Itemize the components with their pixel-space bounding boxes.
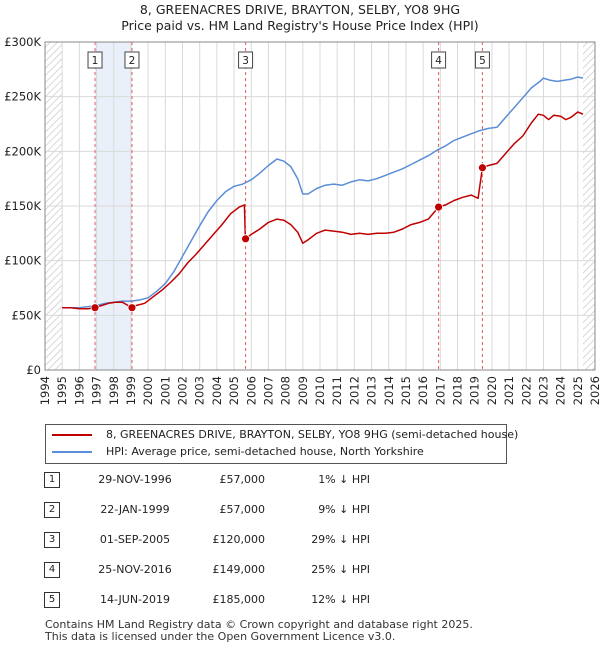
legend-swatch-hpi bbox=[52, 451, 92, 453]
x-tick-label: 2010 bbox=[313, 376, 327, 405]
sale-hpi-diff: 12% ↓ HPI bbox=[311, 593, 370, 606]
x-tick-label: 1999 bbox=[124, 376, 138, 405]
sale-label-box bbox=[238, 51, 254, 69]
x-tick-label: 2018 bbox=[451, 376, 465, 405]
y-tick-label: £200K bbox=[4, 144, 41, 158]
y-tick-label: £250K bbox=[4, 90, 41, 104]
x-tick-label: 2024 bbox=[554, 376, 568, 405]
y-tick-label: £50K bbox=[12, 308, 42, 322]
legend-label-property: 8, GREENACRES DRIVE, BRAYTON, SELBY, YO8… bbox=[106, 428, 519, 441]
attribution-line: This data is licensed under the Open Gov… bbox=[45, 630, 396, 643]
sale-row: 5 14-JUN-2019 £185,000 12% ↓ HPI bbox=[40, 590, 440, 610]
x-tick-label: 2014 bbox=[382, 376, 396, 405]
x-tick-label: 2006 bbox=[244, 376, 258, 405]
x-tick-label: 2020 bbox=[485, 376, 499, 405]
legend-entry-property: 8, GREENACRES DRIVE, BRAYTON, SELBY, YO8… bbox=[52, 427, 518, 443]
x-tick-label: 2012 bbox=[347, 376, 361, 405]
sale-label: 2 bbox=[129, 55, 136, 67]
x-tick-label: 2021 bbox=[502, 376, 516, 405]
sale-date: 14-JUN-2019 bbox=[99, 593, 171, 606]
plot-frame bbox=[44, 41, 596, 371]
sale-label-box bbox=[124, 51, 140, 69]
x-tick-label: 2025 bbox=[571, 376, 585, 405]
y-tick-label: £300K bbox=[4, 35, 41, 49]
sale-number: 1 bbox=[44, 472, 60, 488]
sale-number: 2 bbox=[44, 502, 60, 518]
y-tick-label: £150K bbox=[4, 199, 41, 213]
x-tick-label: 1996 bbox=[72, 376, 86, 405]
sale-point bbox=[478, 163, 487, 173]
x-tick-label: 2011 bbox=[330, 376, 344, 405]
x-tick-label: 2007 bbox=[261, 376, 275, 405]
sale-row: 3 01-SEP-2005 £120,000 29% ↓ HPI bbox=[40, 530, 440, 550]
hpi-line bbox=[62, 76, 584, 309]
x-tick-label: 2026 bbox=[588, 376, 600, 405]
x-tick-label: 1995 bbox=[55, 376, 69, 405]
sale-number: 3 bbox=[44, 532, 60, 548]
x-tick-label: 2008 bbox=[279, 376, 293, 405]
sale-price: £57,000 bbox=[219, 503, 266, 516]
x-tick-label: 2019 bbox=[468, 376, 482, 405]
x-tick-label: 1994 bbox=[38, 376, 52, 405]
sale-label-box bbox=[87, 51, 103, 69]
legend-label-hpi: HPI: Average price, semi-detached house,… bbox=[106, 445, 424, 458]
x-tick-label: 2017 bbox=[433, 376, 447, 405]
sale-label: 5 bbox=[479, 55, 486, 67]
sale-hpi-diff: 25% ↓ HPI bbox=[311, 563, 370, 576]
x-tick-label: 1998 bbox=[107, 376, 121, 405]
chart-title: 8, GREENACRES DRIVE, BRAYTON, SELBY, YO8… bbox=[139, 2, 461, 17]
sale-hpi-diff: 29% ↓ HPI bbox=[311, 533, 370, 546]
sale-date: 01-SEP-2005 bbox=[99, 533, 171, 546]
sale-number: 5 bbox=[44, 592, 60, 608]
x-tick-label: 2022 bbox=[519, 376, 533, 405]
sale-label-box bbox=[474, 51, 490, 69]
sale-label-box bbox=[431, 51, 447, 69]
x-tick-label: 2013 bbox=[365, 376, 379, 405]
sale-hpi-diff: 1% ↓ HPI bbox=[318, 473, 370, 486]
attribution: Contains HM Land Registry data © Crown c… bbox=[45, 619, 473, 643]
x-tick-label: 2004 bbox=[210, 376, 224, 405]
x-tick-label: 2009 bbox=[296, 376, 310, 405]
sale-price: £120,000 bbox=[212, 533, 266, 546]
sale-price: £185,000 bbox=[212, 593, 266, 606]
sale-row: 2 22-JAN-1999 £57,000 9% ↓ HPI bbox=[40, 500, 440, 520]
sale-point bbox=[241, 234, 250, 244]
sale-label: 4 bbox=[435, 55, 442, 67]
property-price-line bbox=[62, 111, 584, 310]
y-tick-label: £100K bbox=[4, 254, 41, 268]
x-tick-label: 2003 bbox=[193, 376, 207, 405]
sale-row: 1 29-NOV-1996 £57,000 1% ↓ HPI bbox=[40, 470, 440, 490]
sale-price: £57,000 bbox=[219, 473, 266, 486]
legend-swatch-property bbox=[52, 434, 92, 436]
chart-subtitle: Price paid vs. HM Land Registry's House … bbox=[121, 18, 479, 33]
sale-point bbox=[127, 303, 137, 313]
x-tick-label: 2016 bbox=[416, 376, 430, 405]
x-tick-label: 2002 bbox=[176, 376, 190, 405]
sale-point bbox=[90, 303, 100, 313]
x-tick-label: 2000 bbox=[141, 376, 155, 405]
attribution-line: Contains HM Land Registry data © Crown c… bbox=[45, 618, 473, 631]
sale-date: 29-NOV-1996 bbox=[98, 473, 172, 486]
x-tick-label: 2015 bbox=[399, 376, 413, 405]
sale-point bbox=[434, 202, 443, 212]
sale-date: 25-NOV-2016 bbox=[98, 563, 172, 576]
x-tick-label: 1997 bbox=[90, 376, 104, 405]
chart-legend: 8, GREENACRES DRIVE, BRAYTON, SELBY, YO8… bbox=[45, 424, 518, 464]
sale-price: £149,000 bbox=[212, 563, 266, 576]
sale-hpi-diff: 9% ↓ HPI bbox=[318, 503, 370, 516]
x-tick-label: 2005 bbox=[227, 376, 241, 405]
legend-entry-hpi: HPI: Average price, semi-detached house,… bbox=[52, 444, 424, 460]
y-tick-label: £0 bbox=[26, 363, 41, 377]
x-tick-label: 2023 bbox=[536, 376, 550, 405]
sale-number: 4 bbox=[44, 562, 60, 578]
x-tick-label: 2001 bbox=[158, 376, 172, 405]
sale-row: 4 25-NOV-2016 £149,000 25% ↓ HPI bbox=[40, 560, 440, 580]
sale-label: 1 bbox=[92, 55, 99, 67]
sale-date: 22-JAN-1999 bbox=[100, 503, 170, 516]
sale-label: 3 bbox=[242, 55, 249, 67]
